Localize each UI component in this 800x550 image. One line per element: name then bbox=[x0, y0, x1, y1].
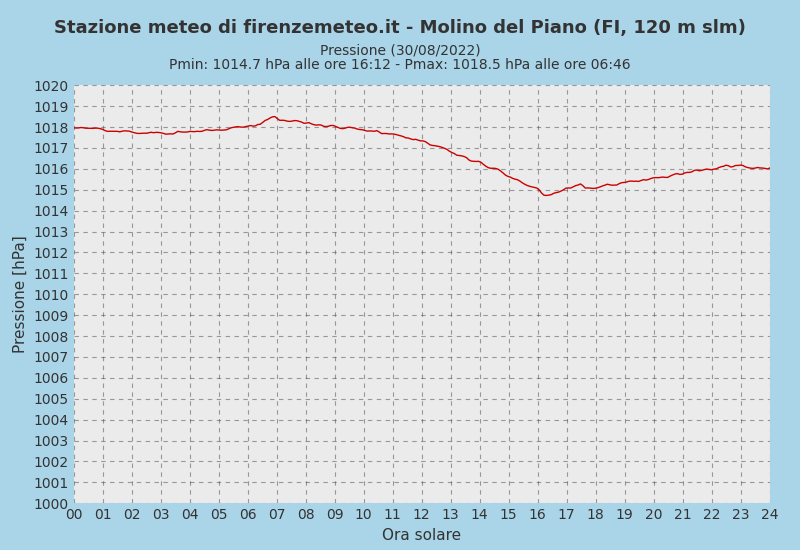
Text: Stazione meteo di firenzemeteo.it - Molino del Piano (FI, 120 m slm): Stazione meteo di firenzemeteo.it - Moli… bbox=[54, 19, 746, 37]
Y-axis label: Pressione [hPa]: Pressione [hPa] bbox=[13, 235, 28, 353]
Text: Pressione (30/08/2022): Pressione (30/08/2022) bbox=[320, 44, 480, 58]
X-axis label: Ora solare: Ora solare bbox=[382, 527, 461, 543]
Text: Pmin: 1014.7 hPa alle ore 16:12 - Pmax: 1018.5 hPa alle ore 06:46: Pmin: 1014.7 hPa alle ore 16:12 - Pmax: … bbox=[169, 58, 631, 72]
